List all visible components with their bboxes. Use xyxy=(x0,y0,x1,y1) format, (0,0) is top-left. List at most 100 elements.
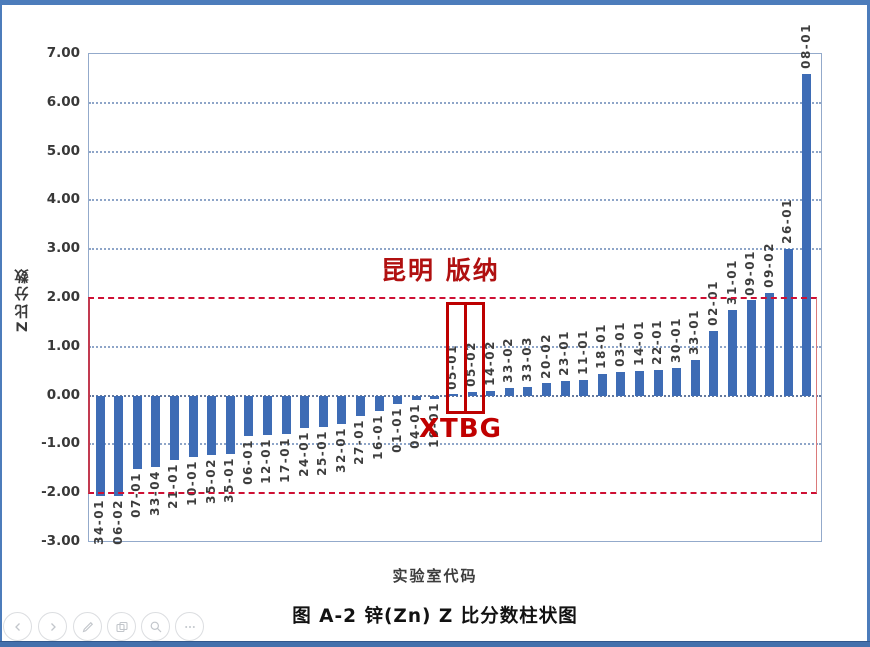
category-label: 27-01 xyxy=(352,419,367,465)
y-tick-label: 4.00 xyxy=(46,191,80,208)
bar-20-02 xyxy=(542,383,552,396)
bar-33-02 xyxy=(504,388,514,396)
gridline xyxy=(89,394,821,397)
category-label: 23-01 xyxy=(557,330,572,376)
gridline xyxy=(89,345,821,348)
pen-icon xyxy=(82,621,93,632)
bar-35-02 xyxy=(207,395,217,456)
gridline xyxy=(89,101,821,104)
category-label: 01-01 xyxy=(389,407,404,454)
next-page-button[interactable] xyxy=(38,612,67,641)
category-label: 03-01 xyxy=(612,321,627,368)
y-tick-label: 5.00 xyxy=(46,142,80,159)
category-label: 12-01 xyxy=(259,437,274,484)
page-border-left xyxy=(0,0,2,647)
bar-19-01 xyxy=(430,395,440,399)
category-label: 33-04 xyxy=(147,469,162,516)
previous-page-button[interactable] xyxy=(3,612,32,641)
category-label: 09-01 xyxy=(743,249,758,296)
bar-33-04 xyxy=(151,395,161,467)
category-label: 34-01 xyxy=(92,498,106,545)
y-tick-label: 0.00 xyxy=(46,386,80,403)
bar-12-01 xyxy=(262,395,272,435)
bar-18-01 xyxy=(597,373,607,396)
category-label: 09-02 xyxy=(761,242,776,289)
category-label: 33-02 xyxy=(501,337,516,384)
y-tick-label: 6.00 xyxy=(46,93,80,110)
bar-34-01 xyxy=(95,395,105,496)
chevron-right-icon xyxy=(50,622,56,631)
ellipsis-icon xyxy=(184,625,195,628)
y-tick-label: -3.00 xyxy=(41,533,80,549)
page-border-right xyxy=(867,0,870,647)
bar-05-01 xyxy=(448,394,458,396)
category-label: 14-01 xyxy=(631,320,646,367)
y-tick-label: -1.00 xyxy=(41,435,80,452)
bar-33-01 xyxy=(690,359,700,396)
category-label: 02-01 xyxy=(705,279,720,326)
bar-22-01 xyxy=(653,370,663,396)
y-tick-label: -2.00 xyxy=(41,484,80,501)
category-label: 16-01 xyxy=(371,414,386,461)
more-options-button[interactable] xyxy=(175,612,204,641)
bar-09-02 xyxy=(765,293,775,396)
annotation-kunming-banna: 昆明 版纳 xyxy=(381,256,500,285)
category-label: 35-02 xyxy=(203,458,218,505)
magnifier-icon xyxy=(150,621,161,632)
category-label: 06-01 xyxy=(240,439,255,485)
bar-31-01 xyxy=(728,310,738,396)
bar-33-03 xyxy=(523,386,533,396)
gridline xyxy=(89,443,821,446)
figure-caption: 图 A-2 锌(Zn) Z 比分数柱状图 xyxy=(292,606,578,627)
gridline xyxy=(89,150,821,153)
category-label: 08-01 xyxy=(798,22,813,69)
bar-14-02 xyxy=(486,390,496,396)
category-label: 32-01 xyxy=(333,426,348,473)
bar-07-01 xyxy=(132,395,142,469)
y-tick-label: 3.00 xyxy=(46,240,80,257)
bar-11-01 xyxy=(579,379,589,396)
category-label: 11-01 xyxy=(575,329,590,375)
category-label: 14-02 xyxy=(482,339,497,386)
slides-icon xyxy=(115,621,128,632)
bar-06-02 xyxy=(114,395,124,496)
bar-09-01 xyxy=(746,300,756,396)
bar-23-01 xyxy=(560,380,570,396)
pen-annotate-button[interactable] xyxy=(73,612,102,641)
page-border-bottom xyxy=(0,641,870,647)
bar-05-02 xyxy=(467,391,477,396)
category-label: 06-02 xyxy=(110,498,125,545)
bar-21-01 xyxy=(169,395,179,460)
y-tick-label: 7.00 xyxy=(46,45,80,61)
category-label: 05-01 xyxy=(445,343,460,390)
category-label: 05-02 xyxy=(464,340,479,387)
zoom-button[interactable] xyxy=(141,612,170,641)
page-border-top xyxy=(0,0,870,5)
gridline xyxy=(89,248,821,251)
bar-06-01 xyxy=(244,395,254,437)
category-label: 33-01 xyxy=(687,309,702,355)
bar-16-01 xyxy=(374,395,384,412)
category-label: 35-01 xyxy=(222,457,237,504)
bar-02-01 xyxy=(709,330,719,396)
category-label: 24-01 xyxy=(296,430,311,477)
category-label: 18-01 xyxy=(594,322,609,369)
category-label: 17-01 xyxy=(278,436,293,483)
category-label: 31-01 xyxy=(724,259,739,306)
category-label: 25-01 xyxy=(315,429,330,476)
category-label: 20-02 xyxy=(538,332,553,379)
category-label: 22-01 xyxy=(650,319,665,366)
bar-04-01 xyxy=(411,395,421,401)
bar-26-01 xyxy=(783,249,793,396)
slides-panel-button[interactable] xyxy=(107,612,136,641)
bar-27-01 xyxy=(355,395,365,417)
category-label: 30-01 xyxy=(668,316,683,363)
bar-35-01 xyxy=(225,395,235,455)
bar-30-01 xyxy=(672,367,682,396)
x-axis-title: 实验室代码 xyxy=(392,567,478,585)
bar-08-01 xyxy=(802,73,812,396)
category-label: 07-01 xyxy=(129,471,144,518)
category-label: 33-03 xyxy=(519,335,534,382)
category-label: 26-01 xyxy=(780,198,795,245)
bar-03-01 xyxy=(616,372,626,396)
